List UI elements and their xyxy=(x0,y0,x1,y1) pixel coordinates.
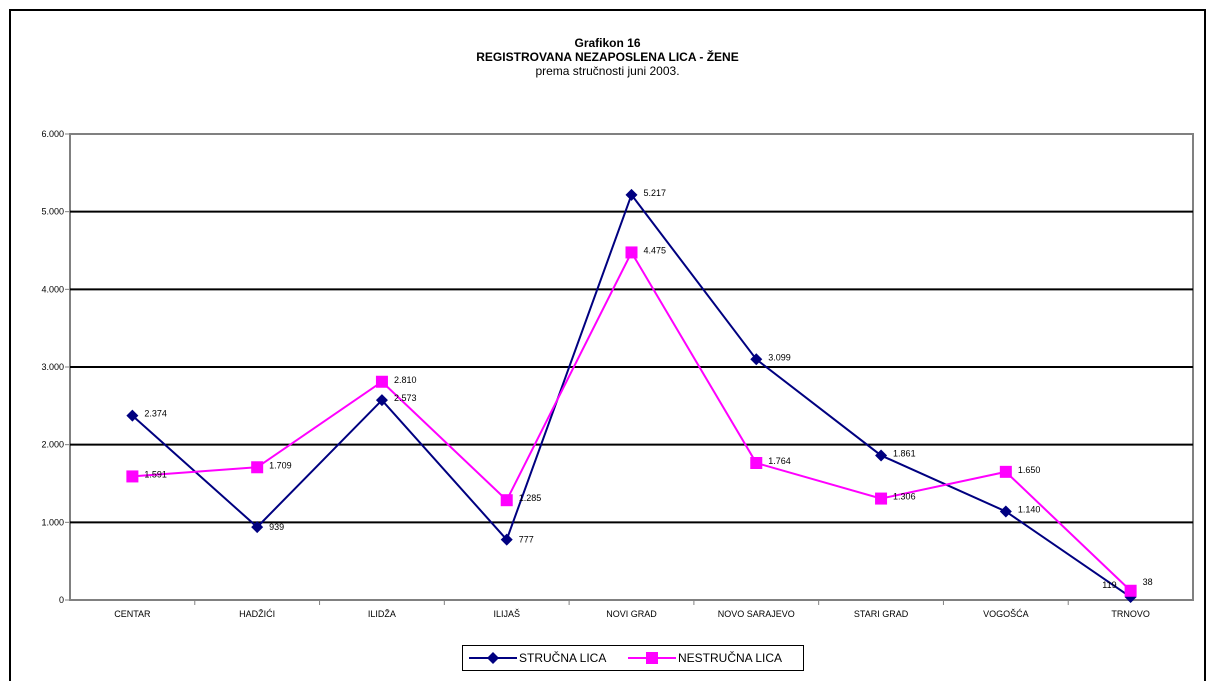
data-point-diamond xyxy=(126,409,139,422)
series-line xyxy=(132,250,1132,592)
series-markers xyxy=(126,188,1137,604)
data-label: 1.306 xyxy=(893,492,916,502)
x-tick-label: ILIJAŠ xyxy=(493,609,520,619)
data-label: 1.140 xyxy=(1018,504,1041,514)
y-tick-label: 2.000 xyxy=(41,440,64,450)
chart-subtitle: REGISTROVANA NEZAPOSLENA LICA - ŽENE xyxy=(476,50,739,64)
chart-frame xyxy=(9,9,1206,681)
x-axis-ticks: CENTAR HADŽIĆI ILIDŽA ILIJAŠ NOVI GRAD NOVO S… xyxy=(114,600,1150,619)
data-point-diamond xyxy=(500,533,513,546)
data-label: 2.810 xyxy=(394,375,417,385)
y-tick-label: 3.000 xyxy=(41,362,64,372)
data-point-square xyxy=(875,492,888,505)
data-point-diamond xyxy=(999,505,1012,518)
data-label: 119 xyxy=(1102,580,1116,590)
chart-subtitle-2: prema stručnosti juni 2003. xyxy=(535,64,680,78)
legend-swatch-square-icon xyxy=(628,652,676,664)
legend-swatch-diamond-icon xyxy=(469,652,517,664)
y-axis-ticks: 0 1.000 2.000 3.000 4.000 5.000 6.000 xyxy=(41,129,70,605)
data-label: 5.217 xyxy=(644,188,667,198)
data-point-diamond xyxy=(251,521,264,534)
data-label: 1.591 xyxy=(144,469,167,479)
y-tick-label: 4.000 xyxy=(41,284,64,294)
data-label: 2.573 xyxy=(394,393,417,403)
x-tick-label: VOGOŠĆA xyxy=(983,609,1029,619)
data-point-square xyxy=(1124,584,1137,597)
y-tick-label: 0 xyxy=(59,595,64,605)
legend-label-nestrucna: NESTRUČNA LICA xyxy=(678,651,783,665)
data-label: 4.475 xyxy=(644,245,667,255)
legend: STRUČNA LICA NESTRUČNA LICA xyxy=(462,645,804,671)
data-label: 939 xyxy=(269,522,284,532)
chart-title: Grafikon 16 xyxy=(574,36,641,50)
x-tick-label: HADŽIĆI xyxy=(239,609,275,619)
y-tick-label: 1.000 xyxy=(41,517,64,527)
data-point-square xyxy=(375,375,388,388)
data-label: 1.861 xyxy=(893,448,916,458)
data-label: 777 xyxy=(519,535,534,545)
data-label: 1.650 xyxy=(1018,465,1041,475)
data-point-diamond xyxy=(875,449,888,462)
data-point-square xyxy=(999,465,1012,478)
x-tick-label: CENTAR xyxy=(114,609,151,619)
data-label: 1.285 xyxy=(519,493,542,503)
data-point-square xyxy=(750,456,763,469)
gridlines xyxy=(70,210,1193,524)
y-tick-label: 6.000 xyxy=(41,129,64,139)
x-tick-label: ILIDŽA xyxy=(368,609,396,619)
x-tick-label: STARI GRAD xyxy=(854,609,909,619)
legend-item-nestrucna: NESTRUČNA LICA xyxy=(628,646,782,670)
data-point-square xyxy=(251,461,264,474)
data-label: 1.764 xyxy=(768,456,791,466)
data-labels: 2.374 939 2.573 777 5.217 3.099 1.861 1.140 38 1.… xyxy=(144,188,1152,590)
data-point-square xyxy=(500,494,513,507)
data-point-square xyxy=(126,470,139,483)
data-label: 38 xyxy=(1143,577,1153,587)
data-point-diamond xyxy=(750,353,763,366)
data-point-diamond xyxy=(625,188,638,201)
data-point-diamond xyxy=(375,394,388,407)
x-tick-label: TRNOVO xyxy=(1111,609,1150,619)
chart-title-block: Grafikon 16 REGISTROVANA NEZAPOSLENA LIC… xyxy=(0,36,1215,78)
y-tick-label: 5.000 xyxy=(41,207,64,217)
data-point-square xyxy=(625,246,638,259)
x-tick-label: NOVO SARAJEVO xyxy=(718,609,795,619)
data-label: 1.709 xyxy=(269,460,292,470)
data-label: 2.374 xyxy=(144,409,167,419)
legend-item-strucna: STRUČNA LICA xyxy=(469,646,606,670)
x-tick-label: NOVI GRAD xyxy=(606,609,657,619)
data-label: 3.099 xyxy=(768,352,791,362)
legend-label-strucna: STRUČNA LICA xyxy=(519,651,607,665)
